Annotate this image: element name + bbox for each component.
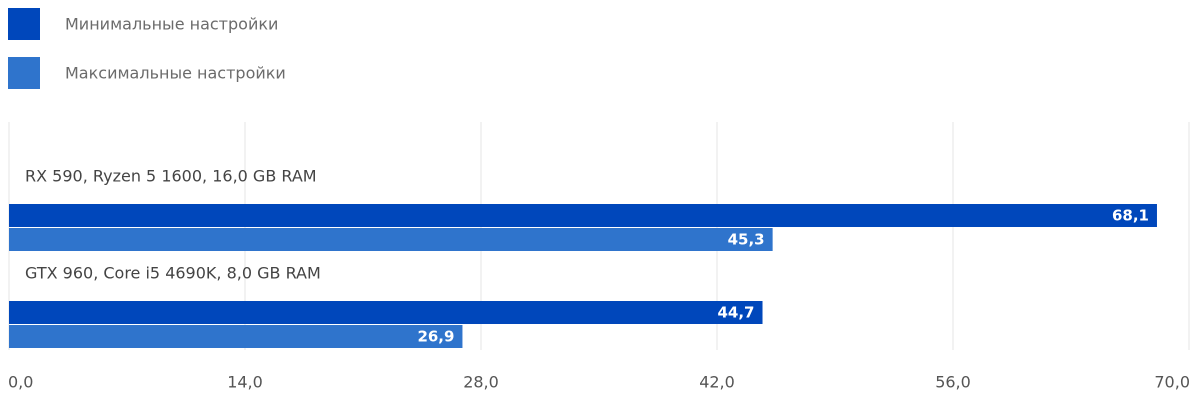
- bar: [9, 325, 463, 348]
- x-tick-label: 0,0: [8, 373, 33, 392]
- value-label: 26,9: [417, 328, 454, 346]
- bar: [9, 301, 763, 324]
- x-tick-label: 42,0: [699, 373, 735, 392]
- x-tick-label: 56,0: [935, 373, 971, 392]
- x-tick-label: 14,0: [227, 373, 263, 392]
- bar: [9, 204, 1157, 227]
- legend-label: Максимальные настройки: [65, 64, 286, 83]
- value-label: 44,7: [717, 304, 754, 322]
- x-tick-label: 70,0: [1154, 373, 1190, 392]
- value-label: 68,1: [1112, 207, 1149, 225]
- legend-swatch: [8, 57, 40, 89]
- legend-swatch: [8, 8, 40, 40]
- x-tick-label: 28,0: [463, 373, 499, 392]
- legend-label: Минимальные настройки: [65, 15, 278, 34]
- bar: [9, 228, 773, 251]
- category-label: GTX 960, Core i5 4690K, 8,0 GB RAM: [25, 264, 321, 283]
- category-label: RX 590, Ryzen 5 1600, 16,0 GB RAM: [25, 167, 317, 186]
- value-label: 45,3: [728, 231, 765, 249]
